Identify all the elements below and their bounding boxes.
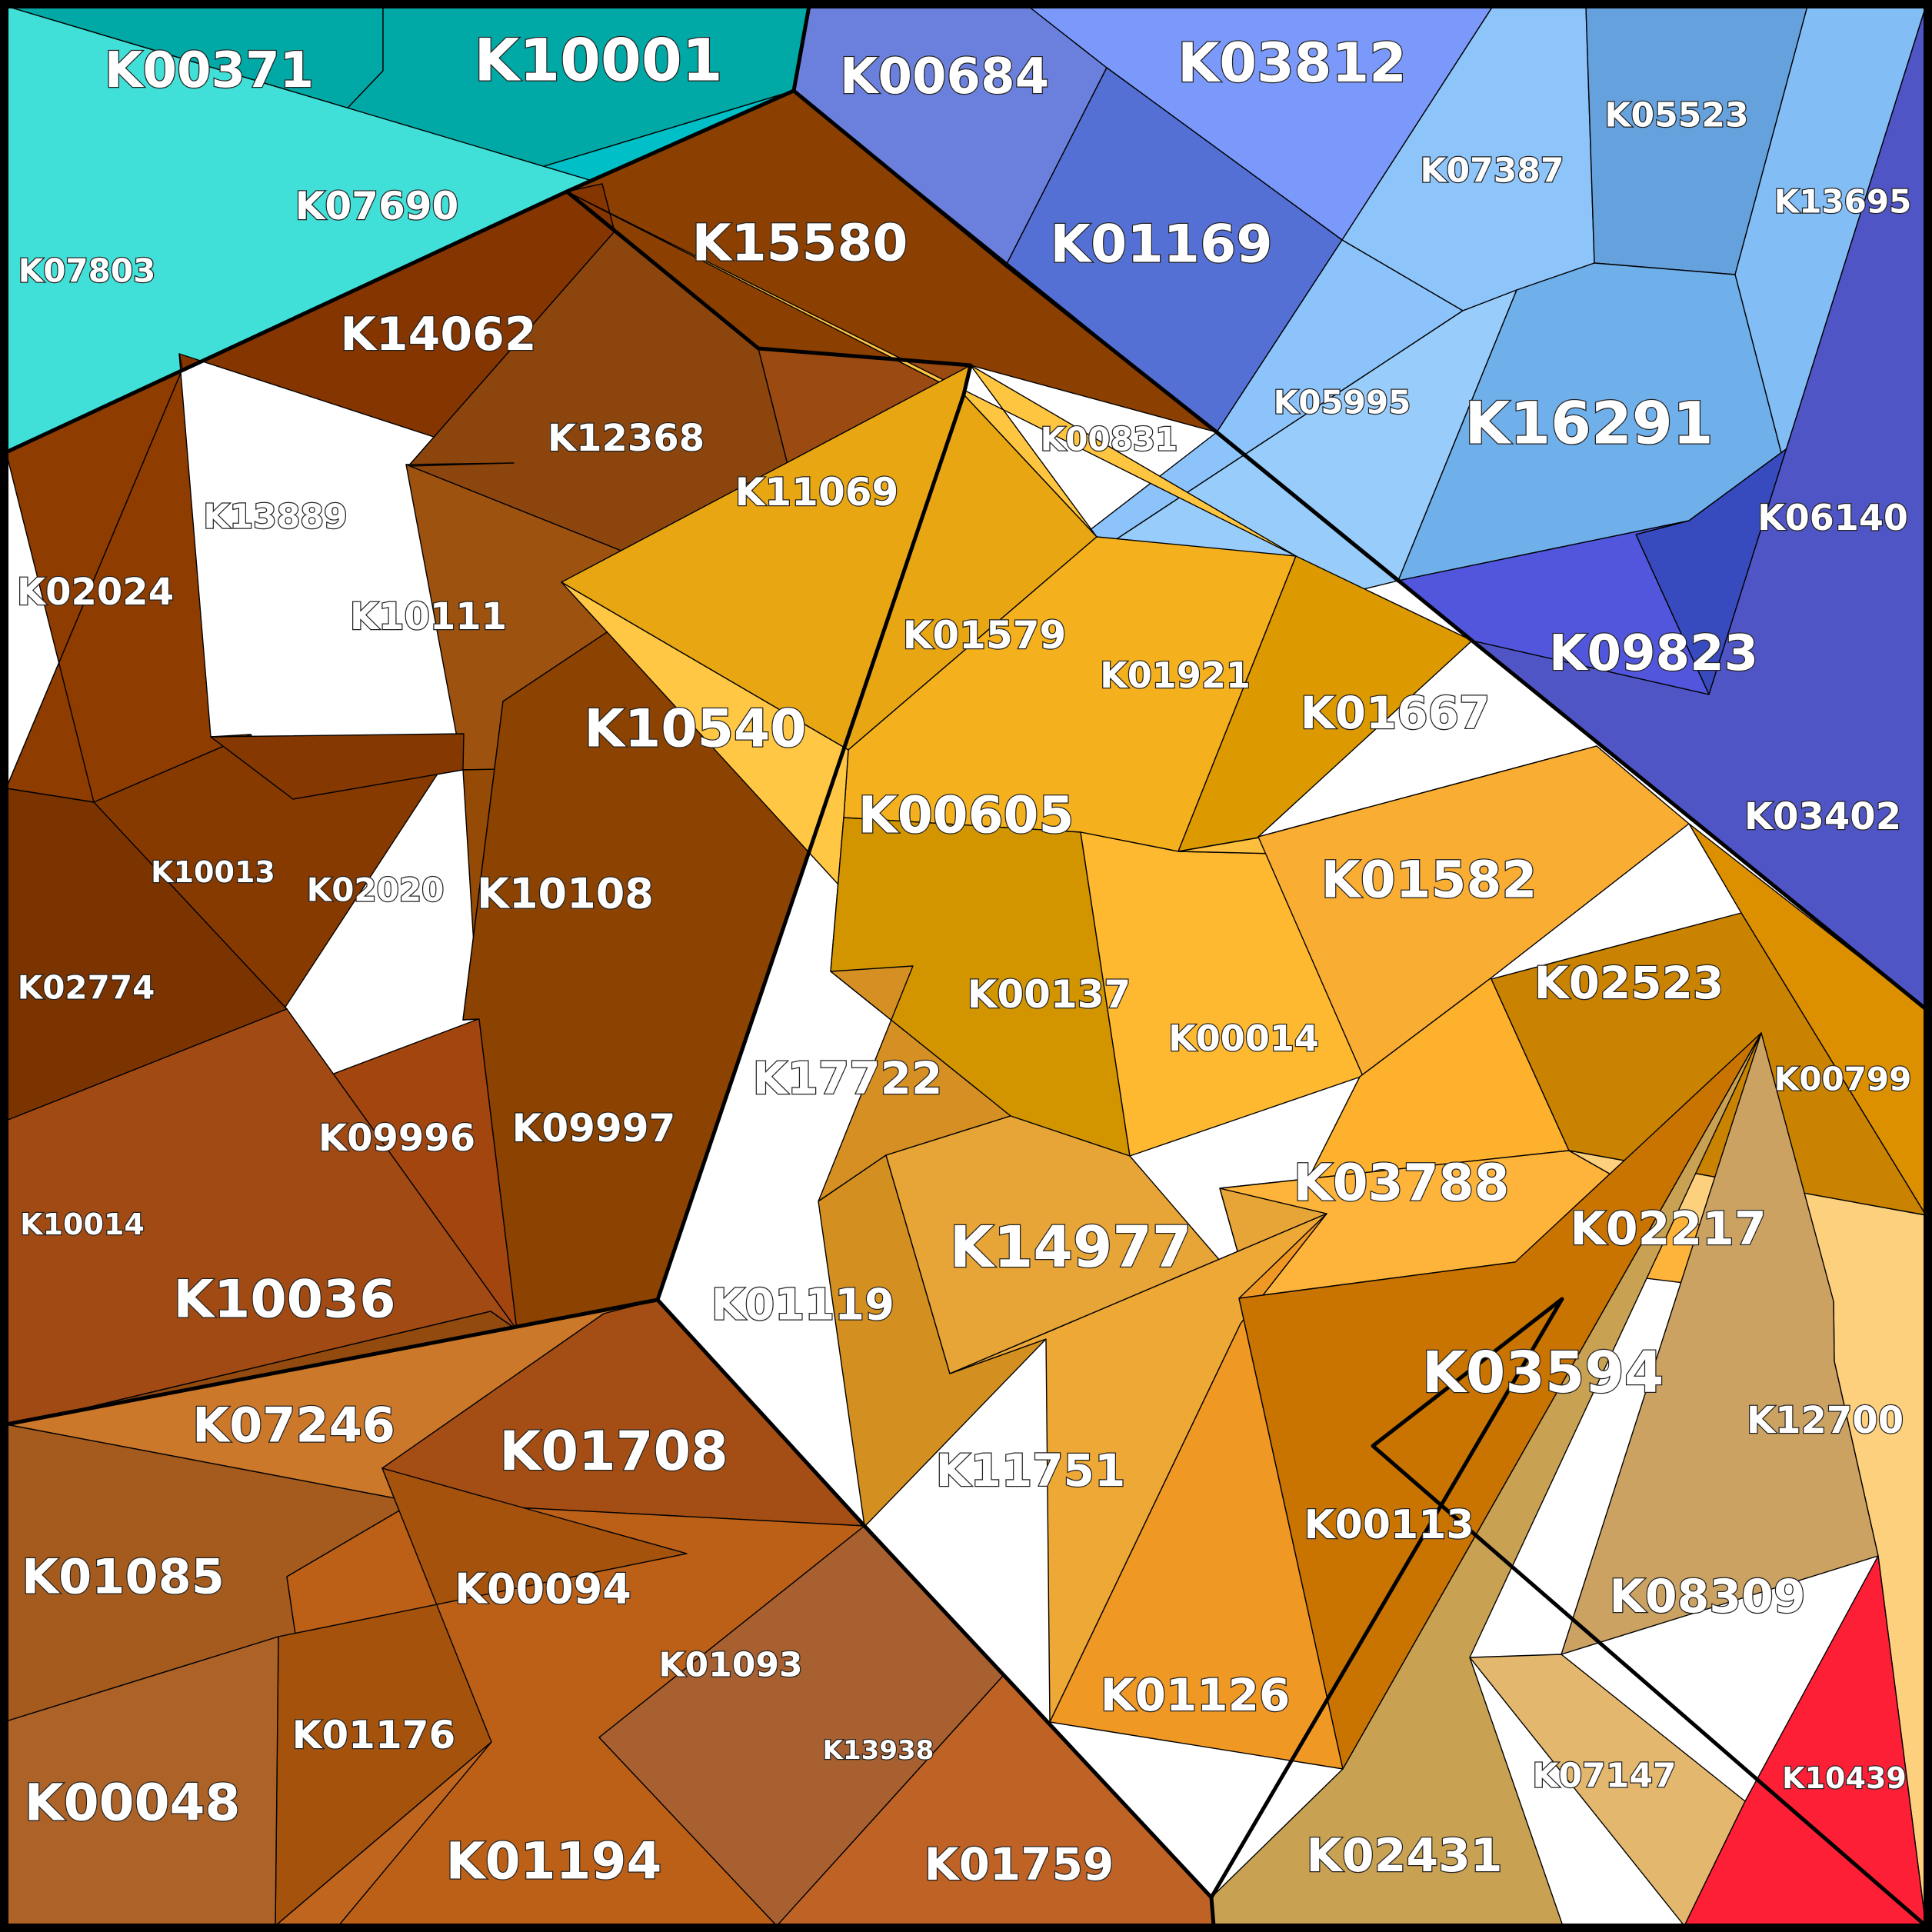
cell-label: K13889 [203,498,347,537]
cell-label: K01667 [1301,687,1491,739]
cell-label: K02774 [18,969,155,1007]
cell-label: K01582 [1321,851,1537,910]
cell-label: K09996 [318,1117,475,1160]
cell-label: K14977 [950,1214,1192,1281]
cell-label: K00094 [455,1565,631,1614]
cell-label: K02217 [1570,1202,1766,1256]
cell-label: K16291 [1464,389,1713,458]
cell-label: K01708 [499,1420,728,1483]
cell-label: K03402 [1744,795,1901,838]
cell-label: K00137 [968,972,1131,1017]
cell-label: K09823 [1549,625,1758,682]
cell-label: K01126 [1101,1669,1291,1721]
cell-label: K00799 [1774,1061,1912,1098]
cell-label: K10036 [173,1270,395,1331]
cell-label: K10013 [151,855,275,889]
cell-label: K11069 [735,470,899,515]
cell-layer [5,5,1927,1927]
group-border-5 [1209,1297,1928,1928]
cell-label: K11751 [936,1444,1126,1497]
cell-label: K07246 [192,1397,395,1454]
cell-label: K05523 [1604,96,1748,135]
cell-label: K13695 [1774,183,1912,221]
cell-label: K01759 [924,1838,1114,1890]
cell-label: K00048 [25,1774,241,1833]
cell-label: K07690 [295,184,459,228]
cell-k08309 [1561,1032,1879,1655]
cell-label: K10014 [20,1208,145,1241]
cell-label: K00831 [1041,421,1178,458]
cell-label: K00684 [840,48,1049,105]
cell-label: K08309 [1609,1570,1805,1624]
cell-label: K10001 [474,26,722,95]
cell-label: K03594 [1422,1340,1664,1406]
cell-label: K15580 [692,214,908,273]
label-layer: K00371 K10001 K07690 K07803 K00684 K03812 K011… [16,25,1913,1892]
cell-label: K01176 [292,1713,456,1757]
cell-label: K07147 [1532,1757,1676,1796]
cell-label: K03812 [1178,32,1407,95]
group-border-4 [655,1297,1216,1928]
cell-label: K00371 [105,42,314,99]
cell-label: K02024 [17,571,174,614]
cell-label: K12700 [1747,1399,1904,1442]
cell-label: K02431 [1306,1829,1502,1883]
cell-label: K12368 [548,417,705,460]
group-border-0 [4,4,811,455]
cell-label: K01579 [903,613,1067,658]
cell-label: K02523 [1534,957,1724,1009]
cell-label: K10108 [477,870,654,918]
cell-label: K01921 [1100,655,1251,696]
cell-label: K07387 [1420,152,1564,191]
cell-label: K00113 [1304,1502,1474,1548]
cell-label: K10439 [1782,1761,1907,1795]
cell-label: K05995 [1274,384,1411,421]
cell-label: K14062 [340,308,536,361]
group-border-3 [4,189,973,1427]
cell-label: K01194 [446,1832,662,1891]
group-border-2 [1214,430,1401,583]
cell-label: K17722 [753,1052,943,1104]
cell-label: K10540 [584,699,806,760]
cell-label: K09997 [512,1106,676,1151]
cell-label: K03788 [1294,1154,1510,1213]
cell-label: K00605 [858,786,1074,845]
cell-label: K01169 [1050,215,1272,275]
cell-label: K10111 [350,595,507,638]
cell-label: K01093 [658,1646,802,1685]
cell-label: K13938 [823,1735,934,1766]
cell-label: K01085 [22,1549,225,1605]
cell-label: K02020 [307,871,445,909]
group-border-layer [4,4,1928,1928]
cell-label: K00014 [1168,1018,1319,1059]
cell-label: K07803 [18,252,156,290]
cell-label: K06140 [1757,497,1908,538]
cell-label: K01119 [711,1281,894,1331]
